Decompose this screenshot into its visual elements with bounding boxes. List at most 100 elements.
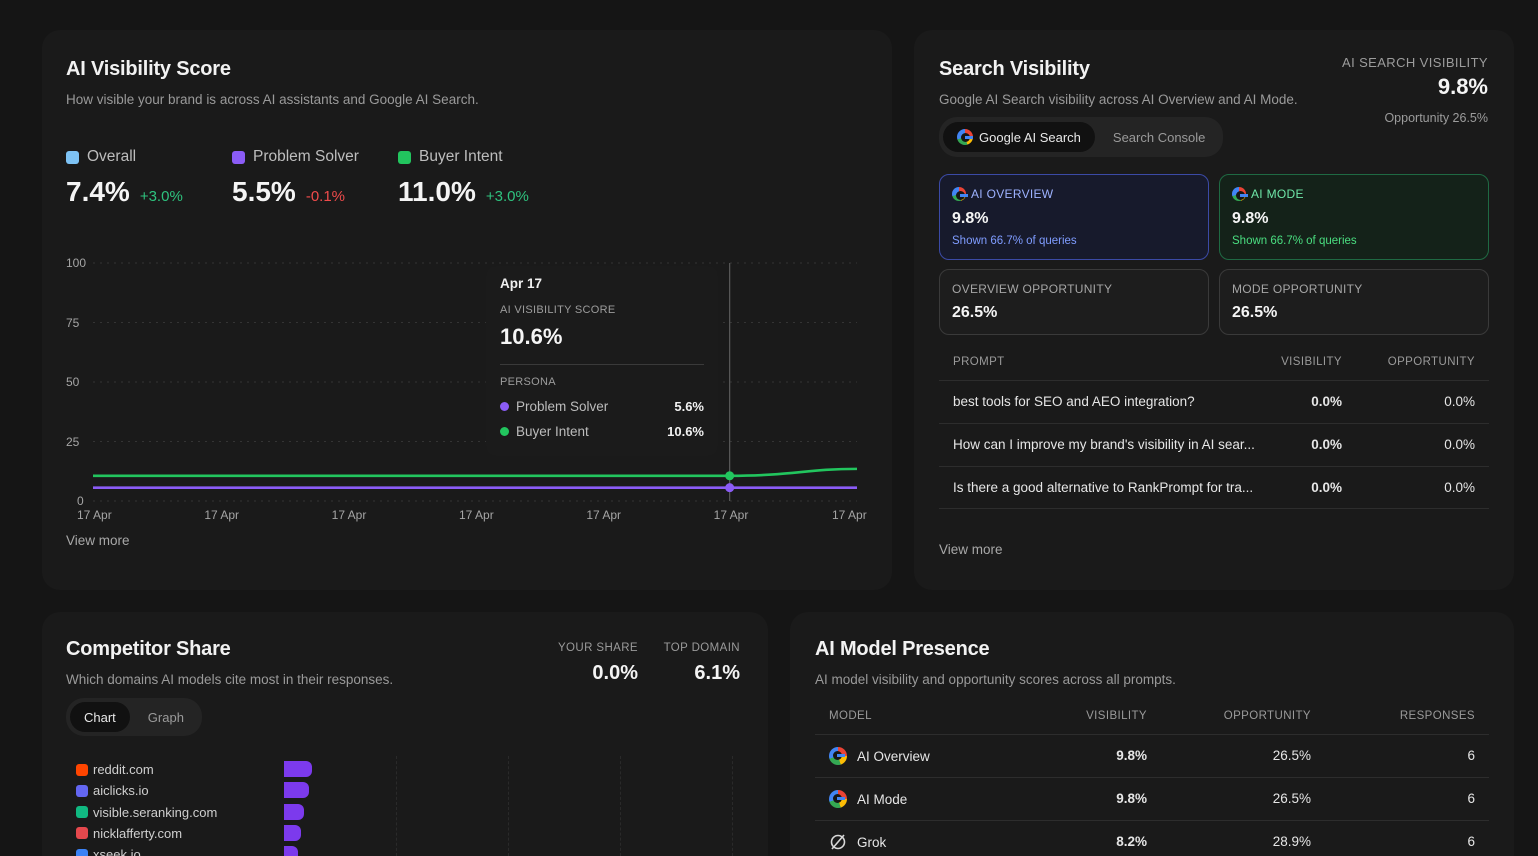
tab-search-console[interactable]: Search Console (1099, 122, 1220, 152)
domain-share-bar[interactable] (284, 782, 310, 799)
search-visibility-title: Search Visibility (939, 58, 1090, 80)
opportunity-value: 0.0% (1444, 480, 1475, 495)
tab-label: Chart (84, 709, 116, 725)
x-tick-label: 17 Apr (77, 508, 112, 522)
domain-row[interactable]: visible.seranking.com (76, 805, 217, 820)
tab-label: Search Console (1112, 129, 1206, 145)
metric-value: 7.4% (66, 176, 130, 207)
legend-swatch (232, 150, 245, 164)
header-opportunity[interactable]: OPPORTUNITY (1387, 356, 1475, 368)
tooltip-persona-label: PERSONA (500, 376, 556, 388)
table-row[interactable]: Is there a good alternative to RankPromp… (939, 466, 1489, 509)
x-tick-label: 17 Apr (331, 508, 367, 522)
ai-search-visibility-value: 9.8% (1437, 74, 1488, 99)
opportunity-value: 26.5% (1272, 748, 1311, 763)
legend-buyer-intent[interactable]: Buyer Intent (398, 148, 503, 166)
visibility-card (42, 30, 892, 590)
tooltip-date: Apr 17 (500, 276, 543, 291)
header-model[interactable]: MODEL (829, 710, 872, 722)
domain-share-bar[interactable] (284, 824, 301, 841)
header-visibility[interactable]: VISIBILITY (1086, 710, 1147, 722)
metric-value: 11.0% (398, 176, 476, 207)
domain-share-bar[interactable] (284, 803, 304, 820)
visibility-view-more-link[interactable]: View more (66, 533, 130, 548)
tooltip-score: 10.6% (500, 324, 563, 349)
header-responses[interactable]: RESPONSES (1399, 710, 1475, 722)
prompt-table: PROMPT VISIBILITY OPPORTUNITY best tools… (939, 350, 1489, 510)
tooltip-row-label: Problem Solver (516, 399, 609, 414)
search-source-toggle: Google AI Search Search Console (939, 117, 1224, 157)
tile-label: OVERVIEW OPPORTUNITY (952, 282, 1113, 296)
y-tick-label: 0 (77, 494, 84, 508)
ai-overview-tile[interactable]: AI OVERVIEW 9.8% Shown 66.7% of queries (939, 174, 1209, 260)
header-opportunity[interactable]: OPPORTUNITY (1223, 710, 1311, 722)
tooltip-row-buyer-intent: Buyer Intent 10.6% (500, 424, 704, 439)
visibility-value: 8.2% (1116, 834, 1147, 849)
visibility-value: 0.0% (1311, 394, 1342, 409)
domain-row[interactable]: reddit.com (76, 762, 154, 777)
metric-value: 5.5% (232, 176, 296, 207)
header-visibility[interactable]: VISIBILITY (1281, 356, 1342, 368)
tab-google-ai-search[interactable]: Google AI Search (943, 122, 1095, 152)
domain-share-bar[interactable] (284, 761, 312, 777)
ai-mode-tile[interactable]: AI MODE 9.8% Shown 66.7% of queries (1219, 174, 1489, 260)
header-prompt[interactable]: PROMPT (953, 356, 1005, 368)
x-tick-label: 17 Apr (832, 508, 867, 522)
your-share-label: YOUR SHARE (557, 642, 638, 654)
domain-row[interactable]: aiclicks.io (76, 783, 149, 798)
domain-row[interactable]: nicklafferty.com (76, 826, 182, 841)
model-name: Grok (857, 834, 887, 850)
legend-overall[interactable]: Overall (66, 148, 136, 166)
domain-name: visible.seranking.com (93, 804, 218, 820)
metric-problem-solver: 5.5% -0.1% (232, 176, 345, 208)
tile-value: 9.8% (1232, 210, 1269, 227)
metric-overall: 7.4% +3.0% (66, 176, 183, 208)
visibility-value: 9.8% (1116, 791, 1147, 806)
metric-buyer-intent: 11.0% +3.0% (398, 176, 529, 208)
metric-delta: +3.0% (139, 188, 183, 205)
tile-label: MODE OPPORTUNITY (1232, 282, 1363, 296)
legend-problem-solver[interactable]: Problem Solver (232, 148, 359, 166)
prompt-text: best tools for SEO and AEO integration? (953, 394, 1195, 409)
grid-line (620, 756, 621, 856)
ai-search-opportunity: Opportunity 26.5% (1384, 111, 1488, 125)
tile-caption: AI MODE (1232, 187, 1304, 201)
tab-label: Google AI Search (979, 129, 1081, 145)
metric-delta: +3.0% (485, 188, 529, 205)
tile-sub: Shown 66.7% of queries (1232, 235, 1357, 247)
search-view-more-link[interactable]: View more (939, 542, 1003, 557)
model-name: AI Overview (857, 748, 930, 764)
table-row[interactable]: AI Mode 9.8% 26.5% 6 (815, 777, 1489, 820)
table-row[interactable]: AI Overview 9.8% 26.5% 6 (815, 734, 1489, 777)
domain-row[interactable]: xseek.io (76, 847, 141, 856)
google-icon (952, 187, 968, 201)
opportunity-value: 0.0% (1444, 394, 1475, 409)
domain-name: aiclicks.io (93, 783, 149, 799)
tab-graph[interactable]: Graph (134, 702, 198, 732)
tooltip-row-value: 10.6% (667, 424, 704, 439)
metric-delta: -0.1% (305, 188, 346, 205)
tile-caption: AI OVERVIEW (952, 187, 1053, 201)
your-share-value: 0.0% (592, 662, 638, 684)
chart-tooltip: Apr 17 AI VISIBILITY SCORE 10.6% PERSONA… (486, 266, 718, 456)
domain-name: xseek.io (93, 847, 141, 856)
tooltip-row-value: 5.6% (674, 399, 704, 414)
visibility-value: 9.8% (1116, 748, 1147, 763)
table-row[interactable]: best tools for SEO and AEO integration? … (939, 380, 1489, 423)
visibility-title: AI Visibility Score (66, 58, 231, 80)
y-tick-label: 75 (66, 315, 80, 330)
opportunity-value: 28.9% (1272, 834, 1311, 849)
grid-line (396, 756, 397, 856)
domain-name: nicklafferty.com (93, 825, 183, 841)
opportunity-value: 0.0% (1444, 437, 1475, 452)
domain-share-bar[interactable] (284, 846, 298, 856)
aiclicks-icon (76, 784, 88, 797)
google-icon (1232, 187, 1248, 201)
table-row[interactable]: How can I improve my brand's visibility … (939, 423, 1489, 466)
tab-chart[interactable]: Chart (70, 702, 130, 732)
tooltip-row-label: Buyer Intent (516, 424, 589, 439)
tile-label: AI OVERVIEW (971, 187, 1054, 201)
table-row[interactable]: Grok 8.2% 28.9% 6 (815, 820, 1489, 856)
model-cell: Grok (829, 833, 886, 851)
tile-value: 26.5% (952, 304, 998, 321)
